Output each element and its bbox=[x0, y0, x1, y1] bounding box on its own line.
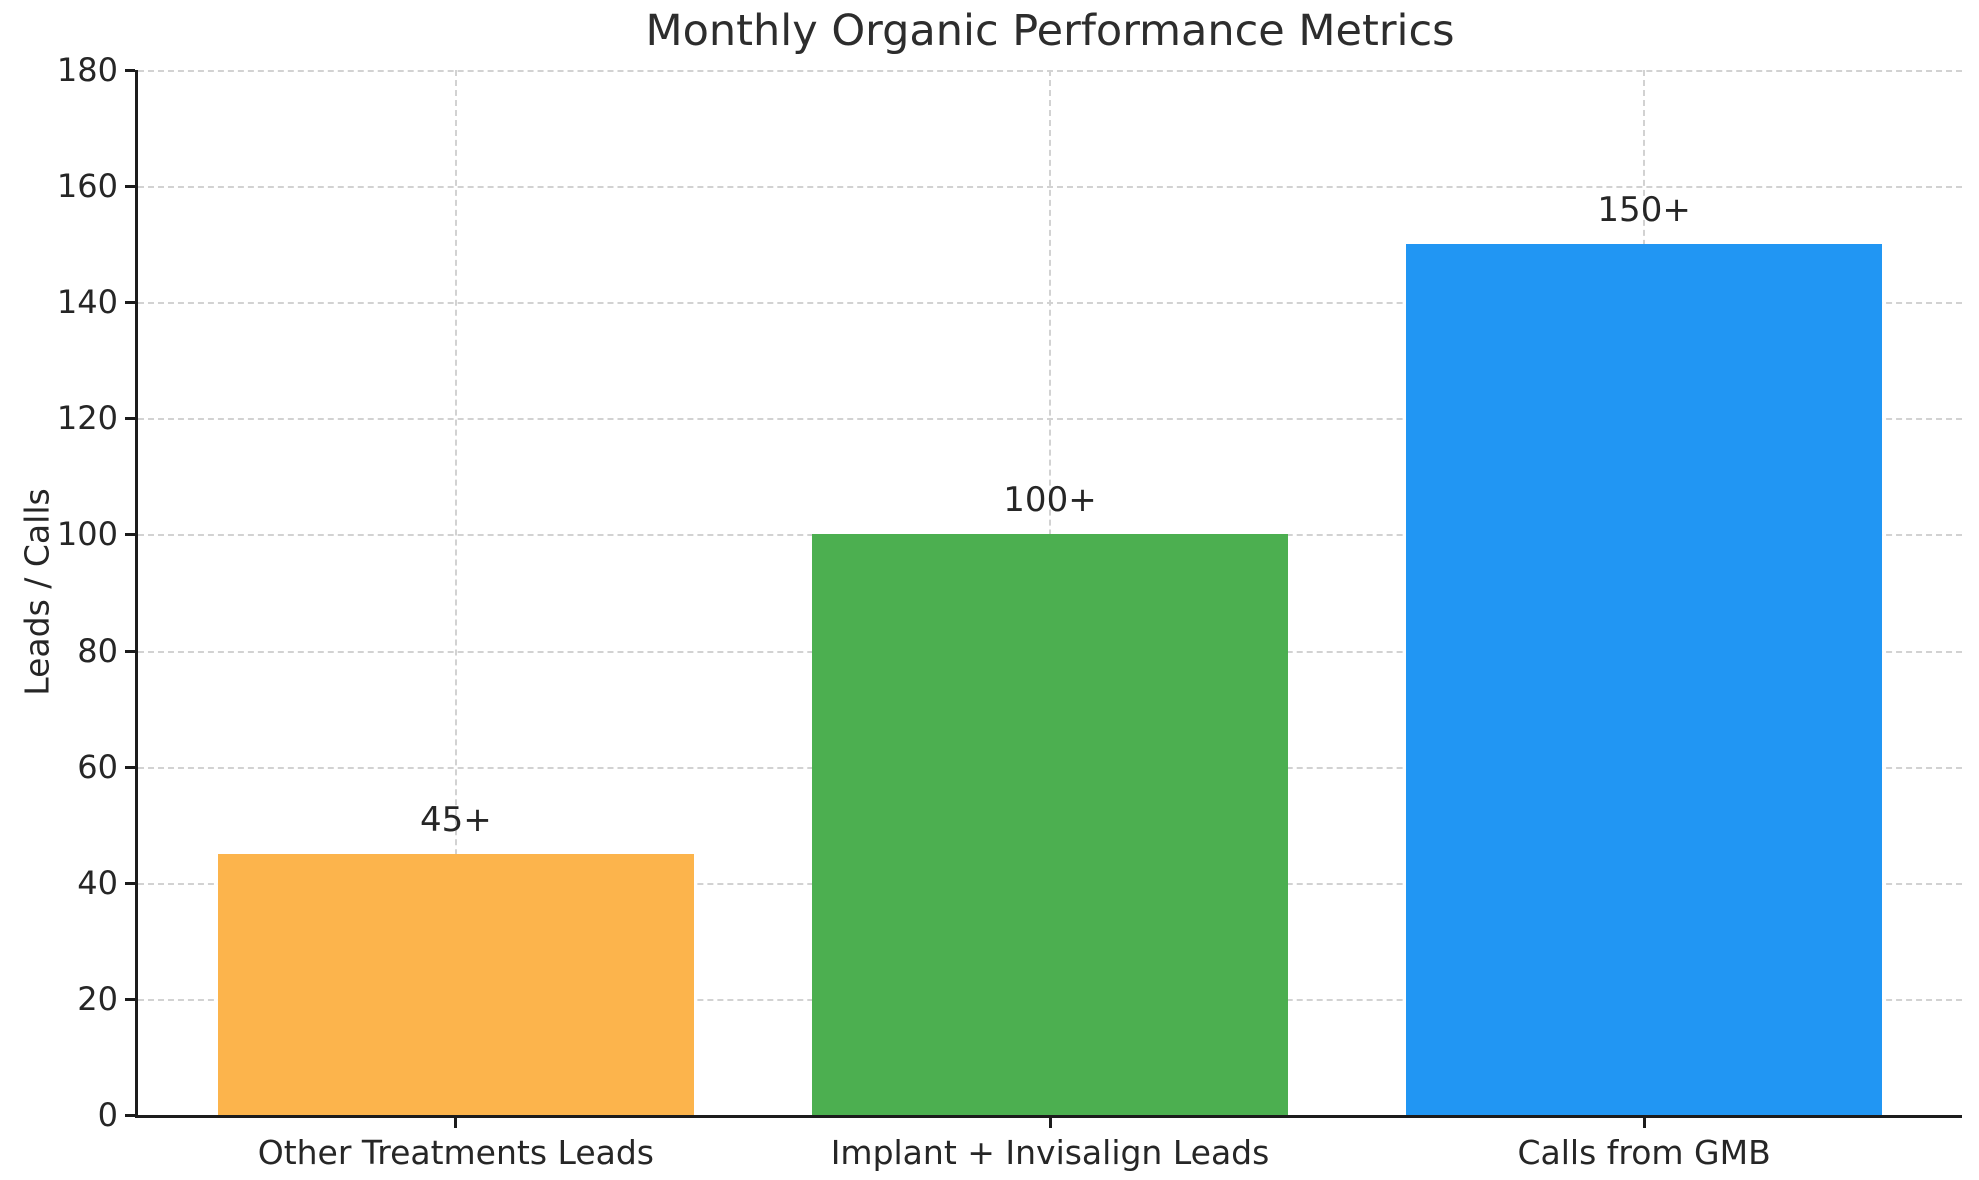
bar-value-label: 45+ bbox=[419, 799, 492, 840]
y-tick-label: 20 bbox=[77, 979, 118, 1018]
y-tick-mark bbox=[125, 881, 135, 885]
x-gridline bbox=[454, 70, 457, 1115]
y-tick-mark bbox=[125, 533, 135, 537]
y-tick-label: 40 bbox=[77, 863, 118, 902]
x-tick-label: Implant + Invisalign Leads bbox=[830, 1133, 1270, 1172]
bar-value-label: 150+ bbox=[1597, 190, 1691, 231]
x-axis-spine bbox=[135, 1115, 1962, 1118]
y-tick-mark bbox=[125, 417, 135, 421]
y-tick-label: 160 bbox=[56, 167, 118, 206]
bar-1 bbox=[218, 853, 694, 1115]
y-tick-label: 180 bbox=[56, 51, 118, 89]
y-tick-mark bbox=[125, 69, 135, 72]
y-tick-label: 80 bbox=[77, 631, 118, 670]
plot-area: 0 20 40 60 80 100 120 140 160 180 45+ Other Treatme… bbox=[57, 51, 1962, 1172]
y-axis-label: Leads / Calls bbox=[17, 488, 57, 696]
bar-3 bbox=[1406, 244, 1882, 1115]
y-tick-mark bbox=[125, 301, 135, 305]
bar-2 bbox=[812, 534, 1288, 1115]
y-tick-mark bbox=[125, 185, 135, 189]
x-tick-mark bbox=[1642, 1118, 1646, 1128]
x-tick-label: Other Treatments Leads bbox=[257, 1133, 654, 1172]
y-tick-mark bbox=[125, 649, 135, 653]
bar-value-label: 100+ bbox=[1003, 480, 1097, 521]
y-tick-mark bbox=[125, 1114, 135, 1117]
y-axis-spine bbox=[135, 70, 138, 1118]
chart-title: Monthly Organic Performance Metrics bbox=[645, 6, 1455, 56]
y-tick-label: 0 bbox=[97, 1096, 118, 1134]
y-tick-label: 120 bbox=[56, 399, 118, 438]
y-tick-label: 60 bbox=[77, 747, 118, 786]
x-tick-label: Calls from GMB bbox=[1517, 1133, 1771, 1172]
y-tick-mark bbox=[125, 997, 135, 1001]
y-tick-label: 140 bbox=[56, 283, 118, 322]
y-tick-label: 100 bbox=[56, 515, 118, 554]
y-tick-mark bbox=[125, 765, 135, 769]
x-tick-mark bbox=[454, 1118, 458, 1128]
x-tick-mark bbox=[1048, 1118, 1052, 1128]
